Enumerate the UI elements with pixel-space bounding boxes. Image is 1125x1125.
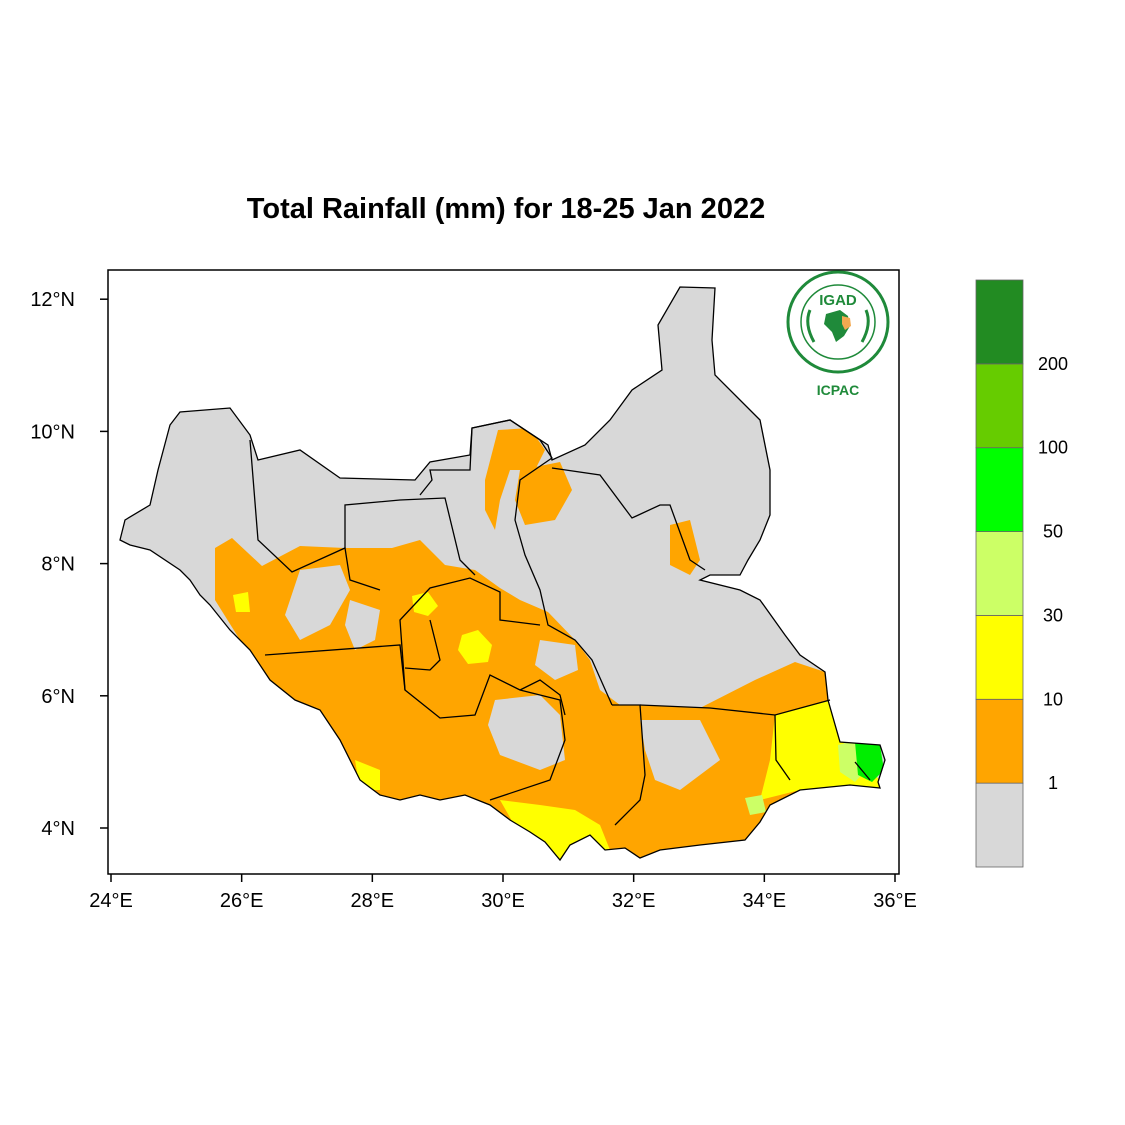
x-tick-label: 36°E xyxy=(873,890,917,912)
state-border-3 xyxy=(419,419,613,706)
dry-patch-wuntu xyxy=(535,640,578,680)
legend-swatch xyxy=(975,782,1024,868)
rainfall-zone-1-10 xyxy=(215,538,880,860)
y-tick-label: 10°N xyxy=(30,421,75,443)
state-border-11 xyxy=(774,714,791,781)
x-tick-label: 32°E xyxy=(612,890,656,912)
legend-swatch xyxy=(975,698,1024,784)
legend-swatch xyxy=(975,447,1024,532)
y-axis: 4°N 6°N 8°N 10°N 12°N xyxy=(30,289,108,840)
state-border-4 xyxy=(551,467,706,571)
y-tick-label: 8°N xyxy=(41,554,75,576)
legend-label: 100 xyxy=(1038,438,1068,458)
legend-label: 50 xyxy=(1043,522,1063,542)
color-legend: 1 10 30 50 100 200 xyxy=(975,279,1068,868)
state-border-10 xyxy=(639,699,831,716)
y-tick-label: 6°N xyxy=(41,686,75,708)
laurel-right-icon xyxy=(860,309,870,343)
dry-patch-center xyxy=(488,695,565,770)
legend-label: 200 xyxy=(1038,354,1068,374)
x-tick-label: 30°E xyxy=(481,890,525,912)
legend-swatch xyxy=(975,279,1024,365)
state-borders xyxy=(249,419,871,826)
rainfall-zone-10-30-center xyxy=(458,630,492,664)
state-border-1 xyxy=(249,439,381,591)
rainfall-zone-10-30-north xyxy=(412,592,438,616)
rainfall-zone-10-30-west xyxy=(233,592,250,612)
rainfall-zones xyxy=(215,428,884,860)
dry-patch-north-center xyxy=(345,600,380,650)
state-border-12 xyxy=(854,761,871,781)
laurel-left-icon xyxy=(806,309,816,343)
dry-patch-west xyxy=(285,565,350,640)
x-tick-label: 34°E xyxy=(743,890,787,912)
legend-label: 1 xyxy=(1048,773,1058,793)
igad-icpac-logo: IGAD ICPAC xyxy=(786,270,890,398)
rainfall-zone-north-2 xyxy=(515,462,572,525)
legend-label: 10 xyxy=(1043,689,1063,709)
state-border-2 xyxy=(344,497,476,576)
logo-bottom-text: ICPAC xyxy=(817,382,860,398)
state-border-7 xyxy=(404,619,441,671)
rainfall-zone-30-50-south xyxy=(745,795,766,815)
legend-swatch xyxy=(975,363,1024,449)
map-title: Total Rainfall (mm) for 18-25 Jan 2022 xyxy=(246,193,766,225)
igad-region-icon xyxy=(842,316,851,330)
y-tick-label: 4°N xyxy=(41,818,75,840)
legend-swatch xyxy=(975,615,1024,700)
x-tick-label: 28°E xyxy=(351,890,395,912)
legend-label: 30 xyxy=(1043,605,1063,625)
legend-swatch xyxy=(975,531,1024,616)
x-axis: 24°E 26°E 28°E 30°E 32°E 34°E 36°E xyxy=(89,874,917,912)
state-border-6 xyxy=(399,577,541,691)
rainfall-zone-north-1 xyxy=(485,428,545,530)
state-border-9 xyxy=(612,704,646,826)
logo-top-text: IGAD xyxy=(819,292,857,309)
x-tick-label: 24°E xyxy=(89,890,133,912)
rainfall-zone-50-100 xyxy=(855,742,884,782)
x-tick-label: 26°E xyxy=(220,890,264,912)
dry-patch-east-center xyxy=(640,720,720,790)
y-tick-label: 12°N xyxy=(30,289,75,311)
state-border-8 xyxy=(519,679,566,716)
